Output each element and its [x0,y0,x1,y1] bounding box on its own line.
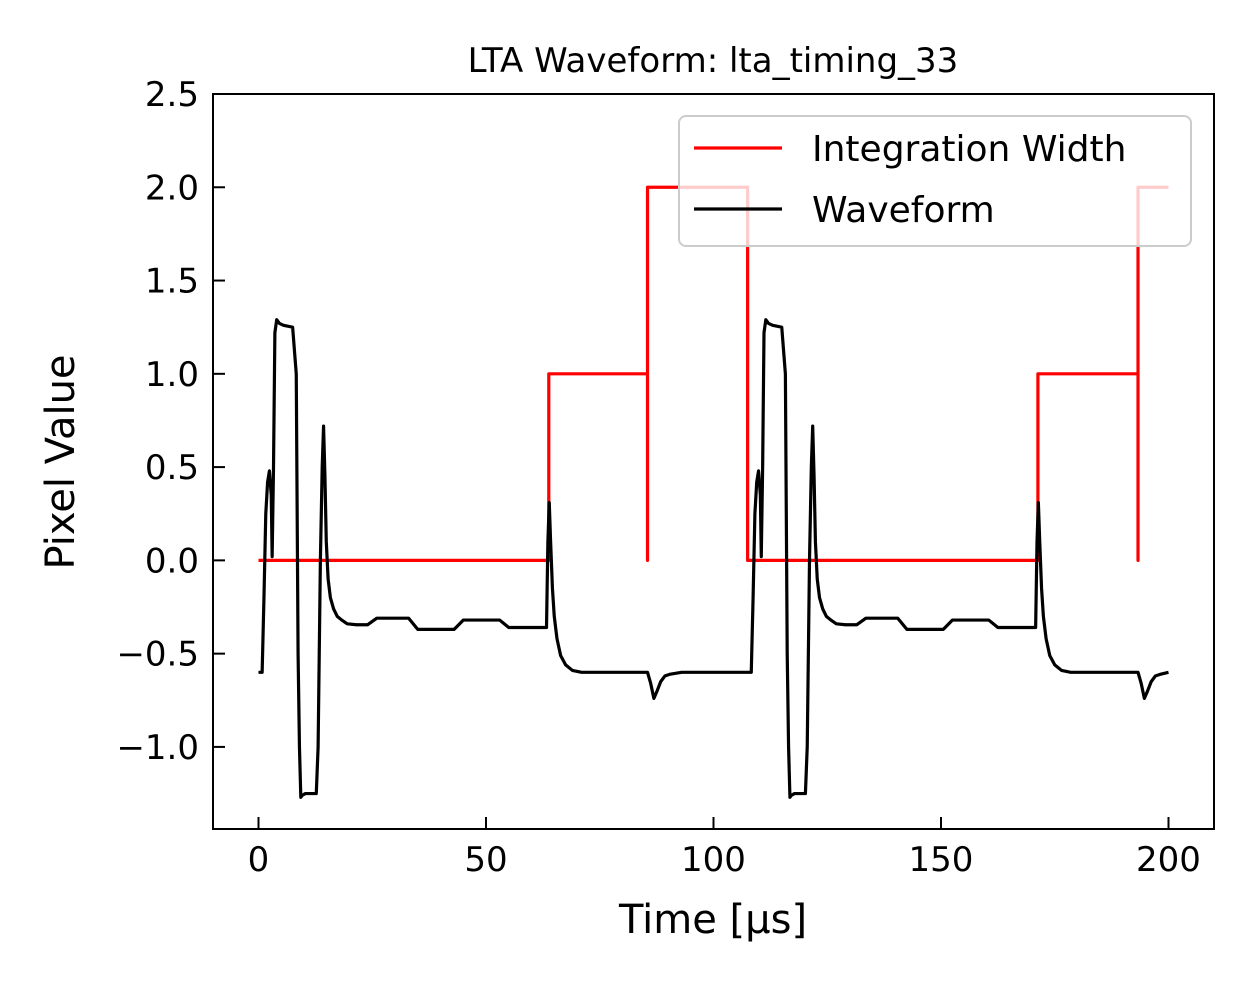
series-line-1 [258,318,1169,799]
x-tick-label: 150 [909,840,974,880]
x-tick-label: 50 [464,840,507,880]
plot-frame [212,93,1215,830]
x-tick-label: 100 [681,840,746,880]
y-axis-label: Pixel Value [38,354,84,569]
x-axis: 0 50 100 150 200 [248,817,1201,880]
series-line-0 [258,185,1169,562]
y-tick-label: −1.0 [116,728,199,768]
y-axis: −1.0 −0.5 0.0 0.5 1.0 1.5 2.0 2.5 [116,75,225,768]
y-tick-label: −0.5 [116,635,199,675]
legend: Integration Width Waveform [678,115,1192,247]
y-tick-label: 1.5 [145,262,199,302]
x-axis-label: Time [μs] [618,897,807,943]
y-tick-label: 2.5 [145,75,199,115]
y-tick-label: 2.0 [145,168,199,208]
x-tick-label: 200 [1136,840,1201,880]
y-tick-label: 0.5 [145,448,199,488]
legend-label: Integration Width [812,129,1126,170]
y-tick-label: 1.0 [145,355,199,395]
plot-area [258,185,1169,799]
legend-label: Waveform [812,190,995,231]
y-tick-label: 0.0 [145,541,199,581]
x-tick-label: 0 [248,840,270,880]
legend-box [678,115,1192,247]
chart-title: LTA Waveform: lta_timing_33 [468,41,959,81]
